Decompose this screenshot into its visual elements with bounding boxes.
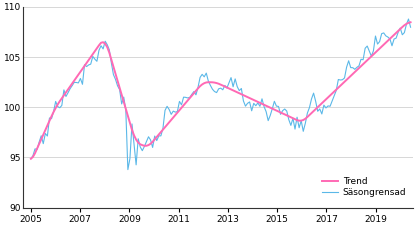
Line: Trend: Trend bbox=[31, 22, 411, 159]
Legend: Trend, Säsongrensad: Trend, Säsongrensad bbox=[320, 175, 408, 199]
Trend bbox=[88, 56, 93, 58]
Line: Säsongrensad: Säsongrensad bbox=[31, 19, 411, 170]
Trend bbox=[342, 80, 347, 83]
Trend bbox=[28, 157, 33, 160]
Säsongrensad bbox=[189, 93, 194, 96]
Säsongrensad bbox=[28, 157, 33, 160]
Trend bbox=[286, 115, 291, 118]
Trend bbox=[408, 21, 413, 24]
Säsongrensad bbox=[288, 124, 293, 127]
Säsongrensad bbox=[406, 18, 411, 20]
Trend bbox=[187, 97, 192, 99]
Säsongrensad bbox=[408, 26, 413, 29]
Säsongrensad bbox=[88, 63, 93, 66]
Säsongrensad bbox=[344, 66, 349, 69]
Säsongrensad bbox=[111, 73, 116, 76]
Trend bbox=[111, 65, 116, 68]
Trend bbox=[109, 58, 114, 61]
Säsongrensad bbox=[125, 168, 130, 171]
Säsongrensad bbox=[109, 62, 114, 64]
